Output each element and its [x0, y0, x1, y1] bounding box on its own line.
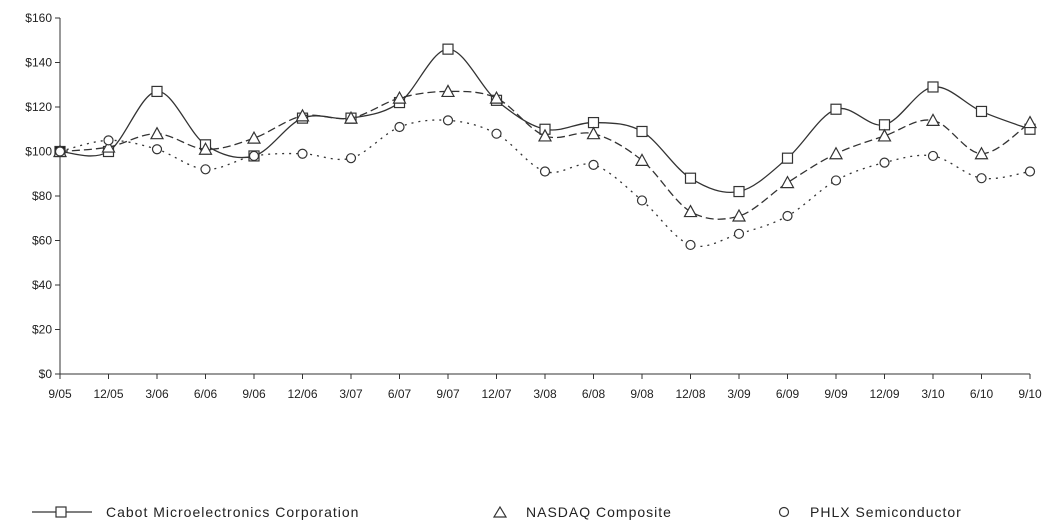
data-point-circle — [103, 135, 114, 146]
data-point-square — [442, 43, 454, 55]
data-point-square — [733, 185, 745, 198]
x-tick-label: 12/07 — [481, 387, 511, 401]
data-point-circle — [442, 115, 454, 126]
y-tick-label: $140 — [25, 56, 52, 70]
data-point-circle — [976, 173, 987, 184]
y-tick-label: $0 — [39, 367, 53, 381]
series-line — [59, 90, 1031, 220]
data-point-circle — [685, 239, 696, 251]
data-point-circle — [879, 157, 890, 168]
series-layer — [52, 43, 1038, 251]
data-point-circle — [200, 164, 211, 175]
data-point-triangle — [780, 175, 795, 189]
chart-legend: Cabot Microelectronics Corporation NASDA… — [0, 500, 1047, 524]
data-point-triangle — [198, 142, 213, 155]
x-tick-label: 6/08 — [582, 387, 606, 401]
data-point-circle — [1024, 166, 1036, 177]
data-point-triangle — [537, 128, 553, 142]
data-point-triangle — [343, 110, 359, 124]
data-point-square — [927, 81, 939, 93]
data-point-square — [587, 116, 600, 129]
data-point-circle — [54, 146, 66, 157]
x-tick-label: 6/06 — [194, 387, 218, 401]
data-point-circle — [539, 166, 551, 177]
data-point-triangle — [392, 90, 407, 104]
data-point-triangle — [634, 153, 650, 166]
line-chart: $0 $20 $40 $60 $80 $100 $120 $140 $160 9/05 12/05 3… — [25, 11, 1042, 401]
data-point-triangle — [731, 208, 747, 222]
triangle-marker-icon — [492, 505, 508, 518]
square-marker-icon — [32, 506, 92, 518]
x-tick-label: 12/09 — [869, 387, 899, 401]
data-point-square — [151, 85, 163, 98]
data-point-circle — [733, 228, 745, 239]
data-point-triangle — [440, 84, 456, 98]
x-tick-label: 12/08 — [675, 387, 705, 401]
legend-label: Cabot Microelectronics Corporation — [106, 504, 360, 520]
y-tick-label: $120 — [25, 100, 52, 114]
data-point-triangle — [586, 126, 601, 140]
x-tick-label: 3/07 — [339, 387, 363, 401]
x-tick-label: 9/06 — [242, 387, 266, 401]
data-point-triangle — [101, 139, 116, 153]
y-tick-label: $60 — [32, 234, 52, 248]
series-circle — [54, 115, 1036, 251]
x-tick-label: 9/08 — [630, 387, 654, 401]
data-point-triangle — [246, 130, 262, 144]
data-point-circle — [151, 144, 163, 155]
data-point-square — [975, 105, 988, 118]
legend-label: PHLX Semiconductor — [810, 504, 962, 520]
data-point-circle — [927, 150, 939, 162]
data-point-circle — [782, 210, 793, 222]
data-point-triangle — [149, 126, 165, 140]
x-tick-label: 12/05 — [93, 387, 123, 401]
data-point-triangle — [1022, 115, 1038, 129]
x-tick-label: 3/09 — [727, 387, 751, 401]
data-point-circle — [830, 175, 842, 186]
data-point-triangle — [877, 128, 892, 142]
data-point-circle — [588, 159, 599, 170]
x-tick-label: 3/08 — [533, 387, 557, 401]
data-point-circle — [394, 121, 405, 133]
x-tick-label: 9/07 — [436, 387, 460, 401]
x-tick-label: 6/09 — [776, 387, 800, 401]
data-point-square — [878, 119, 891, 131]
y-tick-label: $20 — [32, 323, 52, 337]
x-tick-label: 6/07 — [388, 387, 412, 401]
data-point-circle — [491, 128, 502, 139]
legend-item-nasdaq: NASDAQ Composite — [488, 500, 672, 524]
x-tick-label: 12/06 — [287, 387, 317, 401]
data-point-triangle — [925, 113, 941, 126]
data-point-circle — [297, 148, 308, 159]
chart-axes: $0 $20 $40 $60 $80 $100 $120 $140 $160 9/05 12/05 3… — [25, 11, 1042, 401]
x-tick-label: 3/10 — [921, 387, 945, 401]
data-point-triangle — [295, 108, 310, 122]
data-point-square — [684, 172, 697, 184]
x-tick-label: 3/06 — [145, 387, 169, 401]
y-tick-label: $100 — [25, 145, 52, 159]
data-point-square — [636, 125, 648, 138]
data-point-triangle — [489, 90, 504, 104]
x-tick-label: 9/05 — [48, 387, 72, 401]
legend-item-cabot: Cabot Microelectronics Corporation — [32, 500, 359, 524]
data-point-triangle — [683, 204, 698, 218]
x-tick-label: 9/10 — [1018, 387, 1042, 401]
circle-marker-icon — [778, 506, 790, 518]
data-point-triangle — [828, 146, 844, 160]
y-tick-label: $40 — [32, 278, 52, 292]
series-triangle — [52, 84, 1038, 222]
data-point-square — [830, 103, 842, 115]
data-point-triangle — [974, 146, 989, 160]
data-point-circle — [636, 195, 648, 206]
data-point-circle — [248, 150, 260, 162]
legend-item-phlx: PHLX Semiconductor — [772, 500, 962, 524]
legend-label: NASDAQ Composite — [526, 504, 672, 520]
y-tick-label: $160 — [25, 11, 52, 25]
series-line — [59, 119, 1031, 247]
x-tick-label: 9/09 — [824, 387, 848, 401]
x-tick-label: 6/10 — [970, 387, 994, 401]
data-point-square — [781, 152, 794, 164]
y-tick-label: $80 — [32, 189, 52, 203]
data-point-circle — [345, 153, 357, 164]
